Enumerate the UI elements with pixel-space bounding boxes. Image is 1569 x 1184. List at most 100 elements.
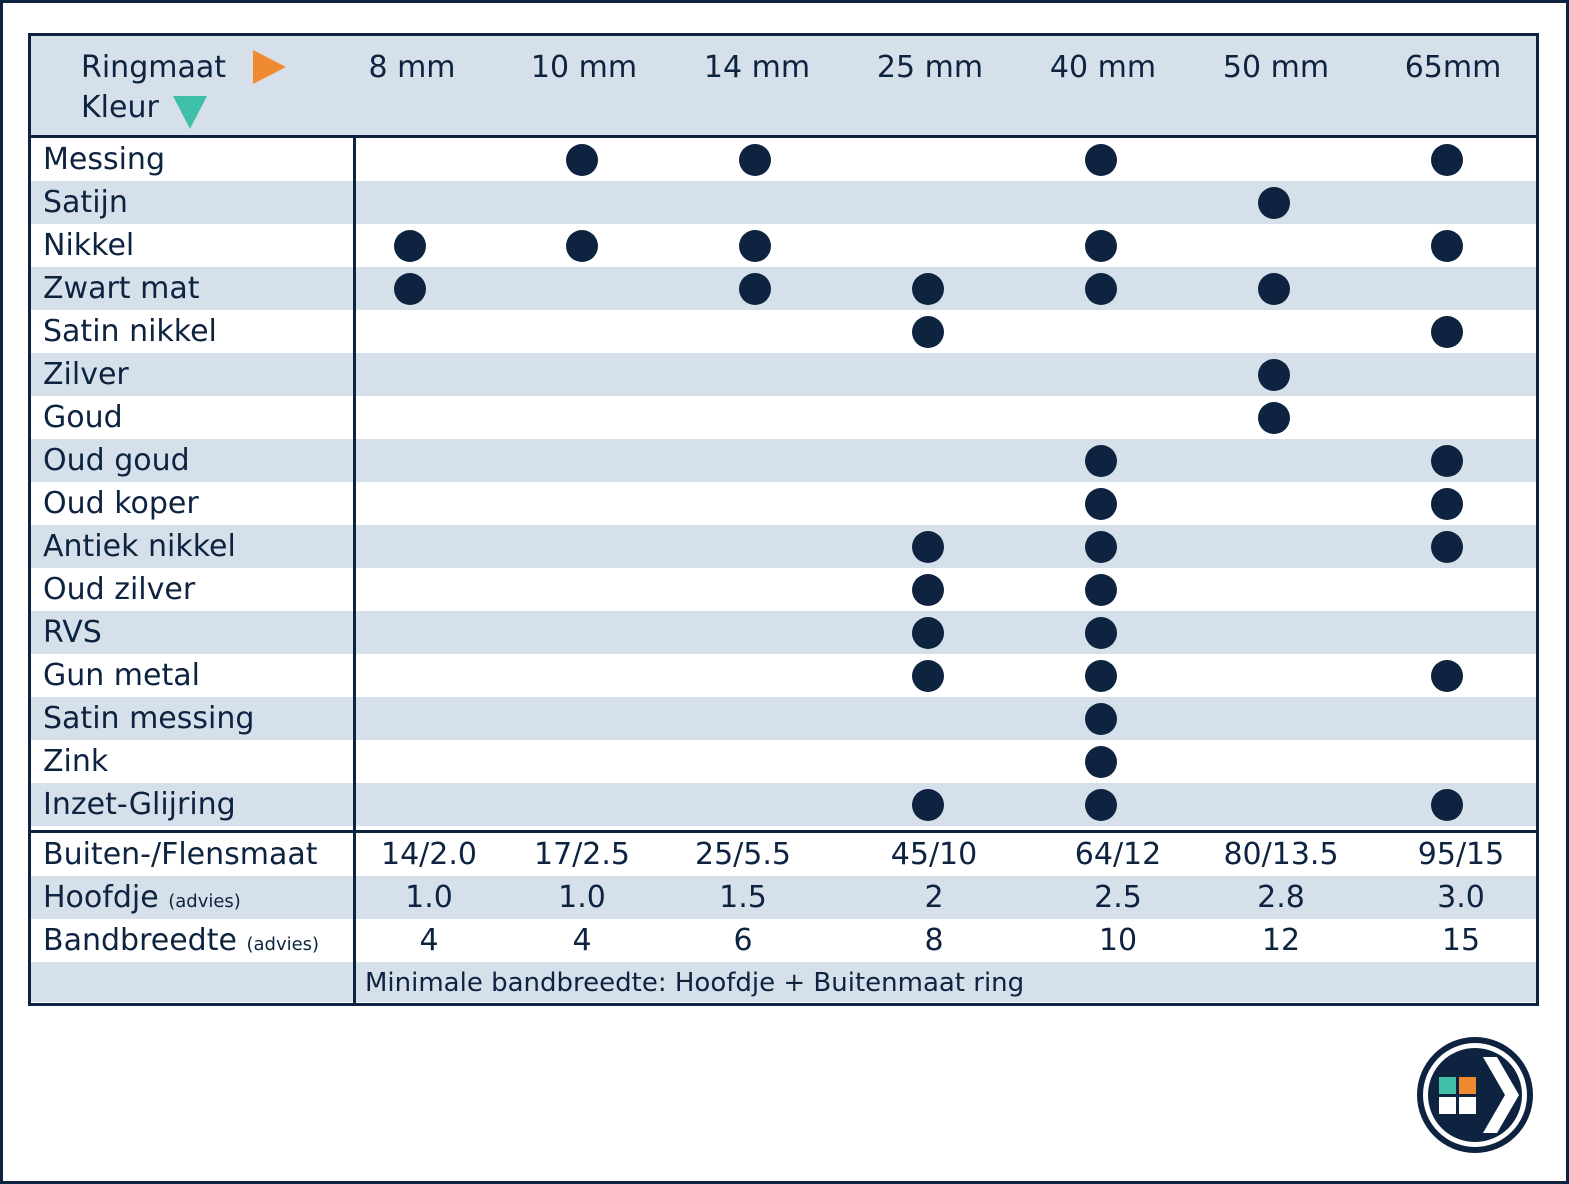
availability-dot <box>1431 487 1463 520</box>
color-name: Antiek nikkel <box>43 529 236 564</box>
spec-value: 2.8 <box>1257 880 1305 915</box>
spec-label: Bandbreedte (advies) <box>43 923 319 958</box>
spec-row: Buiten-/Flensmaat 14/2.0 17/2.5 25/5.5 45/10… <box>31 833 1536 876</box>
availability-dot <box>1085 143 1117 176</box>
availability-dot <box>1085 616 1117 649</box>
availability-dot <box>912 530 944 563</box>
availability-dot <box>1085 745 1117 778</box>
availability-dot <box>1431 530 1463 563</box>
spec-label: Hoofdje (advies) <box>43 880 241 915</box>
availability-dot <box>394 272 426 305</box>
spec-value: 1.0 <box>558 880 606 915</box>
spec-label-text: Buiten-/Flensmaat <box>43 837 318 872</box>
spec-value: 80/13.5 <box>1223 837 1339 872</box>
color-row: Oud zilver <box>31 568 1536 611</box>
color-row: Zink <box>31 740 1536 783</box>
spec-value: 15 <box>1441 923 1481 958</box>
color-name: Oud zilver <box>43 572 196 607</box>
chevron-logo-icon <box>1417 1037 1533 1153</box>
size-header: 65mm <box>1404 50 1502 85</box>
availability-dot <box>566 143 598 176</box>
color-name: Zink <box>43 744 109 779</box>
color-name: Oud goud <box>43 443 190 478</box>
availability-dot <box>912 315 944 348</box>
availability-dot <box>739 229 771 262</box>
spec-value: 25/5.5 <box>695 837 791 872</box>
availability-dot <box>1431 788 1463 821</box>
size-header: 10 mm <box>530 50 638 85</box>
brand-logo <box>1415 1035 1535 1155</box>
color-row: Goud <box>31 396 1536 439</box>
availability-dot <box>1431 659 1463 692</box>
spec-label-hint: (advies) <box>168 891 241 912</box>
availability-dot <box>566 229 598 262</box>
spec-value: 95/15 <box>1417 837 1505 872</box>
availability-dot <box>1085 487 1117 520</box>
availability-dot <box>912 788 944 821</box>
color-row: Oud koper <box>31 482 1536 525</box>
availability-dot <box>1431 444 1463 477</box>
color-name: Gun metal <box>43 658 200 693</box>
section-divider <box>31 830 1536 833</box>
color-row: Satin nikkel <box>31 310 1536 353</box>
color-row: RVS <box>31 611 1536 654</box>
spec-value: 17/2.5 <box>534 837 630 872</box>
color-row: Gun metal <box>31 654 1536 697</box>
availability-dot <box>1258 358 1290 391</box>
spec-value: 1.0 <box>405 880 453 915</box>
color-name: Zilver <box>43 357 129 392</box>
availability-dot <box>1258 401 1290 434</box>
spec-label: Buiten-/Flensmaat <box>43 837 318 872</box>
availability-dot <box>1431 229 1463 262</box>
spec-value: 6 <box>733 923 753 958</box>
spec-value: 45/10 <box>890 837 978 872</box>
size-header: 14 mm <box>703 50 811 85</box>
color-name: Messing <box>43 142 165 177</box>
availability-dot <box>1258 272 1290 305</box>
spec-label-text: Bandbreedte <box>43 923 237 958</box>
availability-dot <box>739 143 771 176</box>
availability-dot <box>1085 788 1117 821</box>
spec-label-hint: (advies) <box>246 934 320 955</box>
color-name: Satin messing <box>43 701 255 736</box>
color-name: Inzet-Glijring <box>43 787 236 822</box>
availability-dot <box>1085 573 1117 606</box>
color-name: Satin nikkel <box>43 314 217 349</box>
color-name: Satijn <box>43 185 128 220</box>
spec-row: Bandbreedte (advies) 4 4 6 8 10 12 15 <box>31 919 1536 962</box>
availability-dot <box>739 272 771 305</box>
spec-value: 4 <box>572 923 592 958</box>
spec-value: 8 <box>924 923 944 958</box>
color-row: Oud goud <box>31 439 1536 482</box>
availability-dot <box>1085 530 1117 563</box>
color-row: Zwart mat <box>31 267 1536 310</box>
spec-value: 64/12 <box>1074 837 1162 872</box>
spec-label-text: Hoofdje <box>43 880 159 915</box>
size-header: 25 mm <box>876 50 984 85</box>
color-name: Goud <box>43 400 123 435</box>
spec-value: 3.0 <box>1437 880 1485 915</box>
spec-value: 14/2.0 <box>381 837 477 872</box>
spec-value: 10 <box>1098 923 1138 958</box>
availability-dot <box>1085 229 1117 262</box>
availability-dot <box>1431 143 1463 176</box>
color-row: Antiek nikkel <box>31 525 1536 568</box>
table-header: Ringmaat Kleur 8 mm 10 mm 14 mm 25 mm 40 mm 5… <box>31 36 1536 138</box>
spec-row: Hoofdje (advies) 1.0 1.0 1.5 2 2.5 2.8 3.0 <box>31 876 1536 919</box>
color-axis-label: Kleur <box>81 90 159 125</box>
availability-table: Ringmaat Kleur 8 mm 10 mm 14 mm 25 mm 40 mm 5… <box>28 33 1539 1006</box>
availability-dot <box>1431 315 1463 348</box>
availability-dot <box>912 659 944 692</box>
availability-dot <box>912 616 944 649</box>
spec-value: 4 <box>419 923 439 958</box>
size-header: 50 mm <box>1222 50 1330 85</box>
color-row: Nikkel <box>31 224 1536 267</box>
color-row: Inzet-Glijring <box>31 783 1536 826</box>
arrow-right-icon <box>253 50 286 84</box>
color-row: Zilver <box>31 353 1536 396</box>
arrow-down-icon <box>173 96 207 129</box>
color-name: Zwart mat <box>43 271 200 306</box>
note-row: Minimale bandbreedte: Hoofdje + Buitenma… <box>31 962 1536 1002</box>
column-divider <box>353 138 356 1003</box>
spec-value: 12 <box>1261 923 1301 958</box>
